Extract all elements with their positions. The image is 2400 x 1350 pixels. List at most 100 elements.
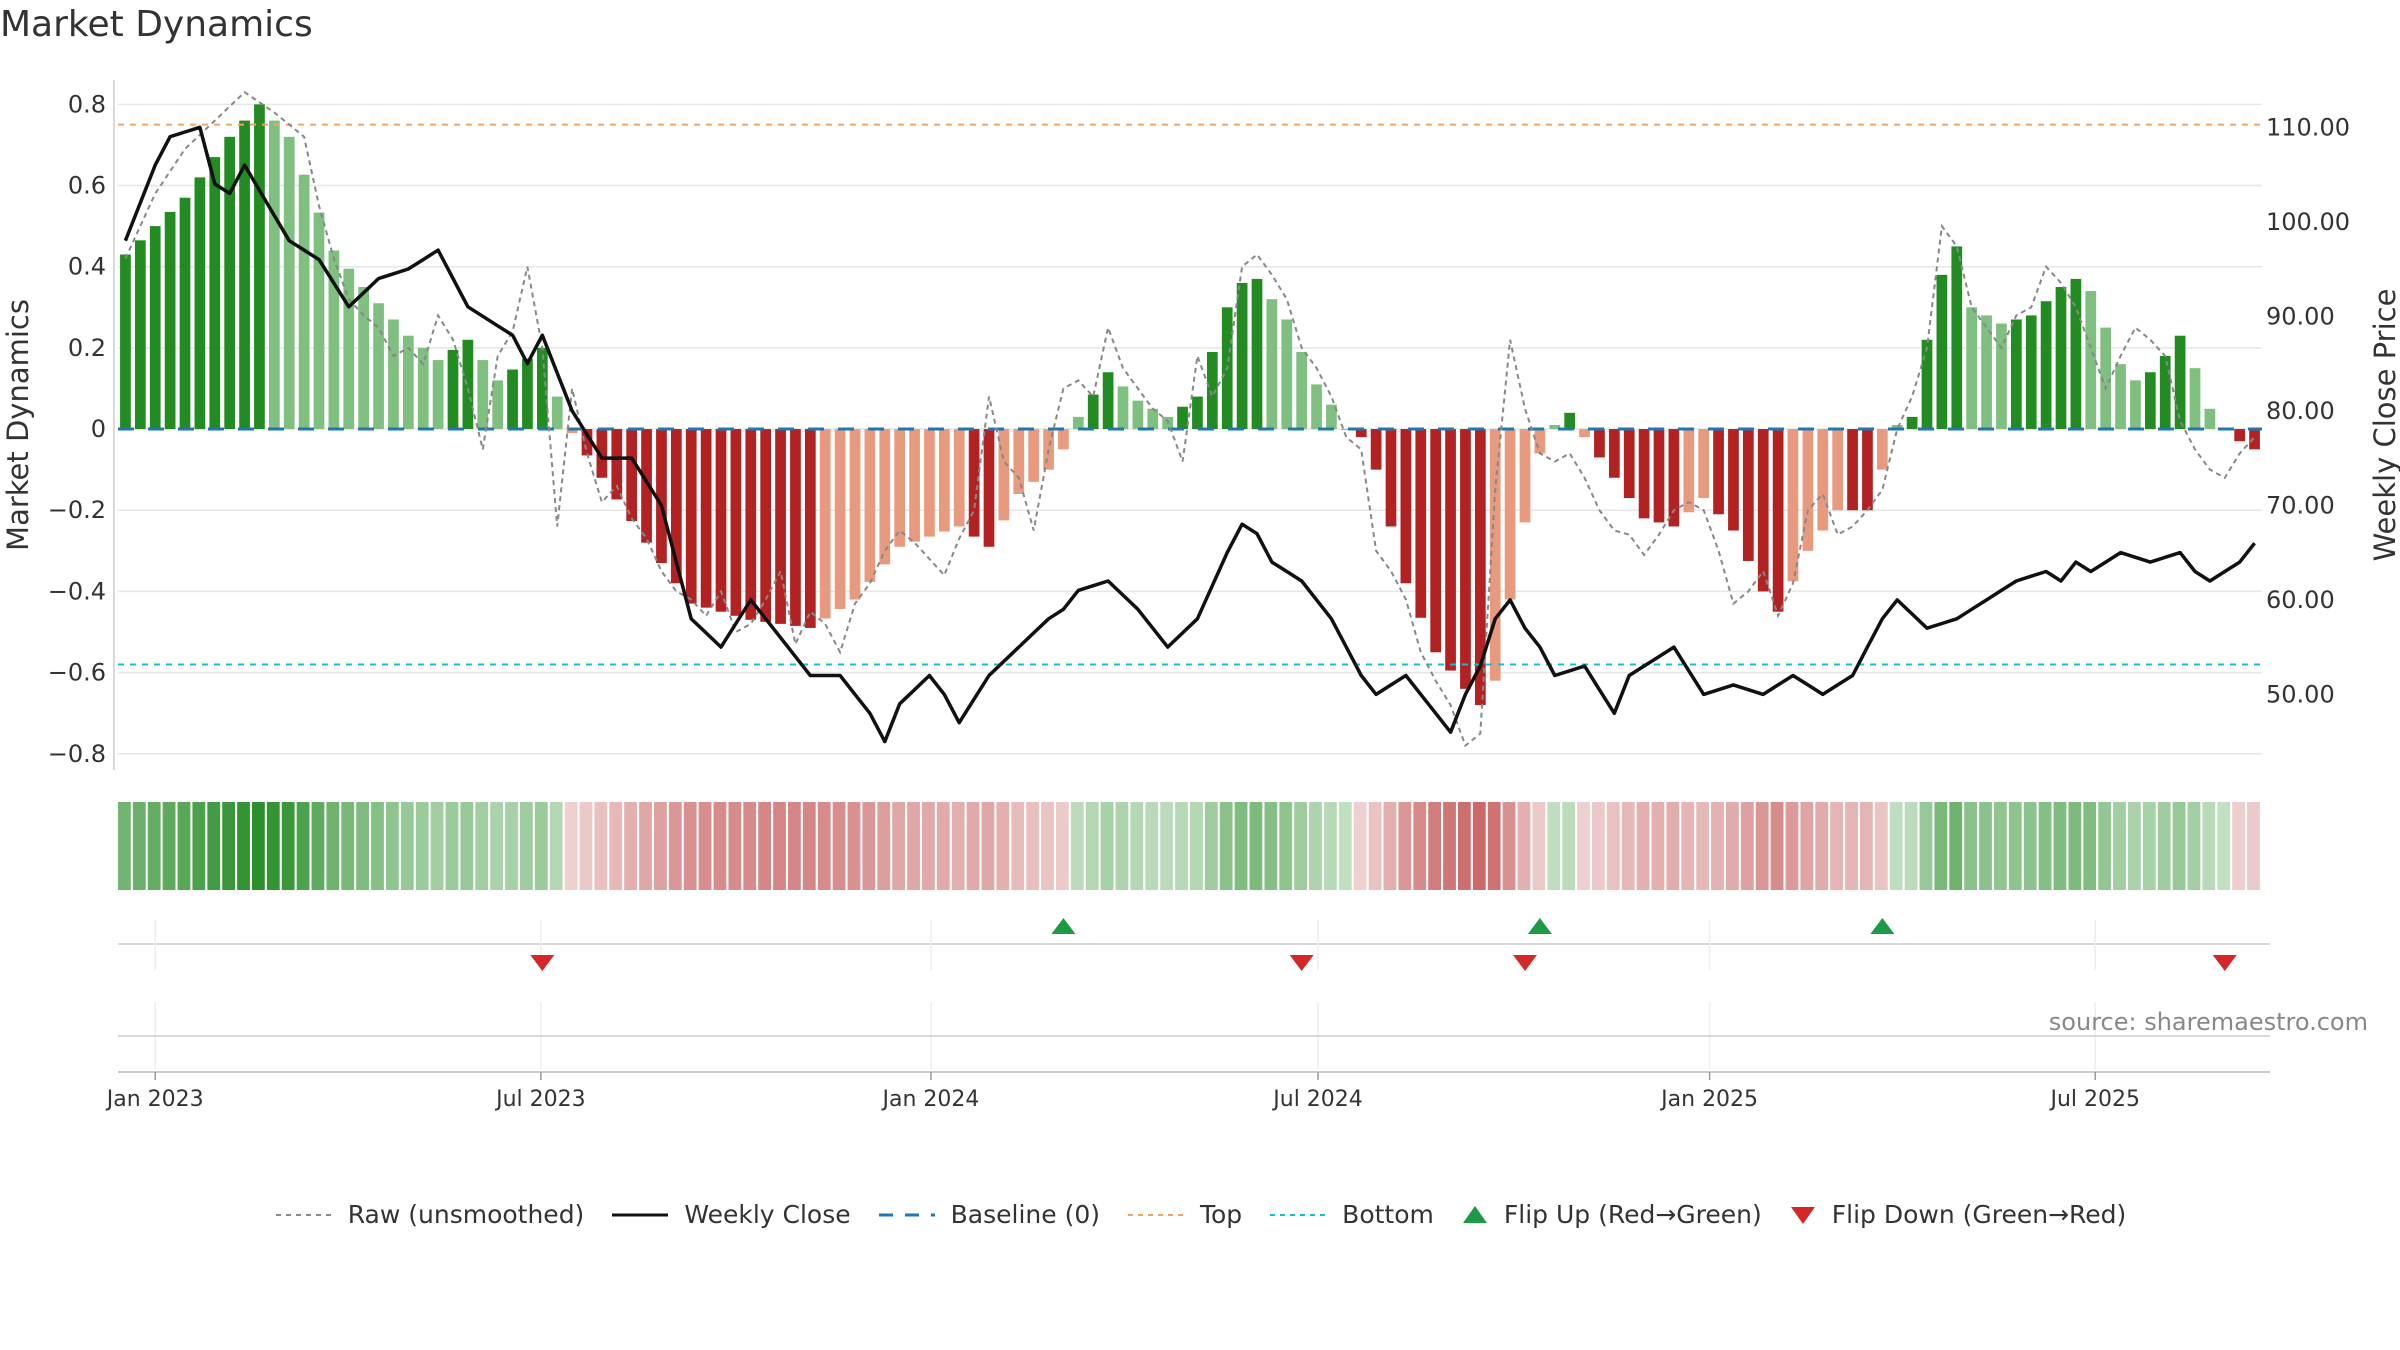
regime-cell	[1472, 802, 1486, 890]
momentum-bar	[745, 429, 757, 620]
regime-cell	[1800, 802, 1814, 890]
regime-cell	[1026, 802, 1040, 890]
momentum-bar	[2144, 372, 2156, 430]
momentum-bar	[1579, 429, 1590, 438]
momentum-bar	[2204, 408, 2216, 430]
regime-cell	[1785, 802, 1799, 890]
momentum-bar	[358, 287, 370, 430]
momentum-bar	[1147, 408, 1159, 430]
momentum-bar	[298, 174, 310, 430]
regime-cell	[2098, 802, 2112, 890]
x-tick-label: Jul 2023	[494, 1087, 586, 1112]
regime-cell	[445, 802, 459, 890]
momentum-bar	[2130, 380, 2141, 430]
legend-label-close: Weekly Close	[684, 1200, 851, 1229]
regime-cell	[1502, 802, 1516, 890]
legend-label-baseline: Baseline (0)	[950, 1200, 1100, 1229]
momentum-bar	[1698, 429, 1710, 499]
momentum-bar	[1087, 394, 1099, 430]
regime-cell	[2202, 802, 2216, 890]
regime-cell	[1294, 802, 1308, 890]
regime-strip	[118, 802, 2260, 890]
momentum-bar	[2234, 429, 2246, 442]
momentum-bar	[834, 429, 846, 609]
x-tick-label: Jan 2025	[1659, 1087, 1758, 1112]
regime-cell	[1175, 802, 1188, 890]
momentum-bar	[1236, 282, 1248, 430]
regime-cell	[1145, 802, 1159, 890]
momentum-bar	[1043, 429, 1054, 470]
flip-markers	[118, 918, 2270, 1070]
momentum-bar	[611, 429, 623, 500]
regime-cell	[207, 802, 221, 890]
regime-cell	[132, 802, 146, 890]
momentum-bar	[909, 429, 920, 542]
legend-label-raw: Raw (unsmoothed)	[347, 1200, 585, 1229]
regime-cell	[639, 802, 652, 890]
regime-cell	[1338, 802, 1352, 890]
momentum-bar	[328, 250, 340, 430]
axes-layer: −0.8 −0.6 −0.4 −0.2 0 0.2 0.4 0.6 0.8 50.00 60.00 7…	[1, 80, 2400, 770]
x-tick-label: Jul 2025	[2048, 1087, 2140, 1112]
momentum-bar	[1132, 400, 1144, 430]
regime-cell	[1726, 802, 1739, 890]
momentum-bar	[447, 349, 459, 430]
momentum-bar	[164, 211, 176, 430]
regime-cell	[1949, 802, 1963, 890]
momentum-bar	[1847, 429, 1858, 511]
x-tick-label: Jan 2023	[105, 1087, 204, 1112]
momentum-bar	[1385, 429, 1397, 527]
regime-cell	[2053, 802, 2067, 890]
regime-cell	[1324, 802, 1337, 890]
momentum-bar	[1757, 429, 1769, 592]
legend-bottom-swatch	[1270, 1213, 1327, 1216]
regime-cell	[996, 802, 1010, 890]
momentum-bar	[551, 396, 563, 430]
momentum-bar	[1177, 406, 1188, 430]
regime-cell	[1056, 802, 1069, 890]
momentum-bar	[417, 347, 429, 430]
momentum-bar	[581, 429, 593, 456]
legend-label-flip-down: Flip Down (Green→Red)	[1831, 1200, 2127, 1229]
regime-cell	[1636, 802, 1650, 890]
regime-cell	[1904, 802, 1918, 890]
momentum-bar	[864, 429, 876, 582]
regime-cell	[2142, 802, 2156, 890]
momentum-bar	[2010, 319, 2022, 430]
regime-cell	[1130, 802, 1144, 890]
momentum-bar	[1921, 339, 1933, 430]
regime-cell	[2023, 802, 2037, 890]
regime-cell	[1547, 802, 1561, 890]
momentum-bar	[507, 369, 518, 430]
momentum-bar	[224, 136, 236, 430]
regime-cell	[1711, 802, 1724, 890]
momentum-bar	[1787, 429, 1799, 582]
regime-cell	[400, 802, 414, 890]
momentum-bar	[1549, 425, 1561, 430]
regime-cell	[237, 802, 250, 890]
momentum-bar	[388, 319, 399, 430]
regime-cell	[266, 802, 280, 890]
momentum-bar	[700, 429, 712, 608]
momentum-bar	[998, 429, 1010, 521]
regime-cell	[1428, 802, 1442, 890]
regime-cell	[936, 802, 950, 890]
momentum-bar	[626, 429, 638, 522]
momentum-bar	[1906, 416, 1918, 430]
momentum-bar	[2249, 429, 2260, 450]
momentum-bar	[1742, 429, 1754, 561]
regime-cell	[296, 802, 310, 890]
regime-cell	[505, 802, 518, 890]
momentum-bar	[462, 339, 474, 430]
momentum-bar	[983, 429, 995, 547]
regime-cell	[683, 802, 697, 890]
momentum-bar	[1281, 319, 1293, 430]
momentum-bar	[2025, 315, 2037, 430]
regime-cell	[2187, 802, 2201, 890]
flip-down-marker	[1513, 955, 1537, 971]
flip-down-marker	[1289, 955, 1314, 971]
momentum-bar	[402, 335, 414, 430]
momentum-bar	[790, 429, 801, 626]
